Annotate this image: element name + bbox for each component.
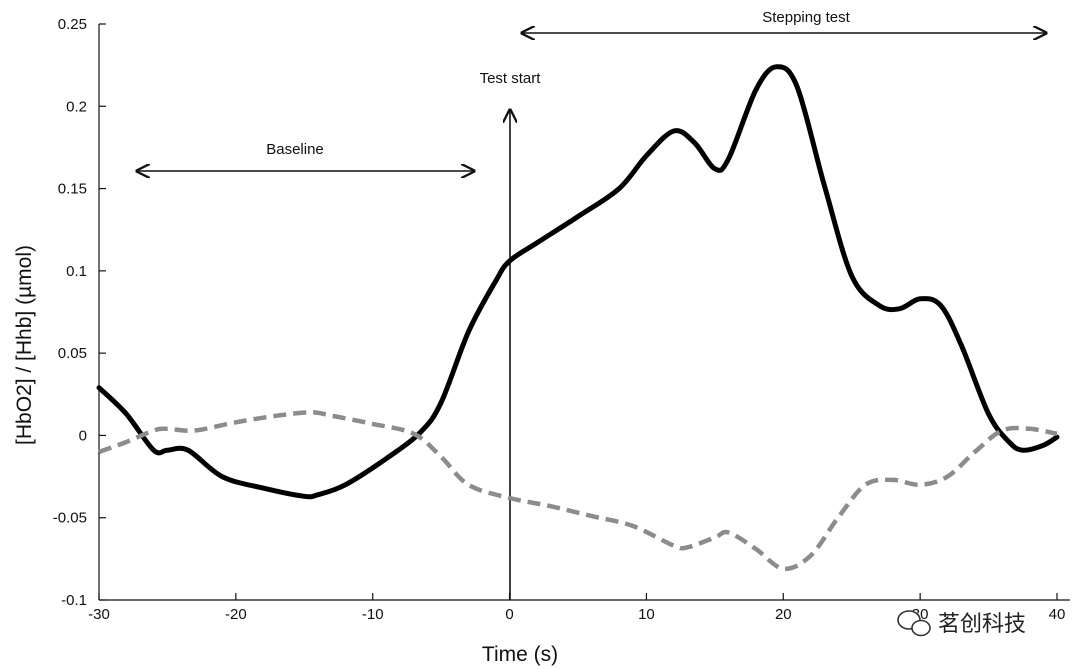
- baseline-label: Baseline: [266, 141, 324, 158]
- y-tick-label: 0.25: [58, 16, 87, 33]
- test-start-label: Test start: [480, 70, 542, 87]
- y-tick-label: 0: [79, 427, 87, 444]
- stepping-label: Stepping test: [762, 9, 850, 26]
- test-start-annotation: Test start: [480, 70, 542, 600]
- x-tick-label: 40: [1049, 606, 1066, 623]
- x-tick-label: -30: [88, 606, 110, 623]
- x-tick-label: -20: [225, 606, 247, 623]
- watermark: 茗创科技: [897, 610, 1026, 637]
- baseline-annotation: Baseline: [137, 141, 474, 171]
- x-ticks: -30 -20 -10 0 10 20 30 40: [88, 593, 1065, 623]
- hbo2-series-line: [96, 64, 1060, 500]
- hhb-series-line: [98, 410, 1058, 572]
- wechat-icon: [897, 610, 931, 637]
- y-ticks: -0.1 -0.05 0 0.05 0.1 0.15 0.2 0.25: [53, 16, 106, 609]
- x-tick-label: 0: [505, 606, 513, 623]
- x-axis-title: Time (s): [482, 643, 558, 666]
- y-tick-label: -0.1: [61, 592, 87, 609]
- y-tick-label: 0.2: [66, 98, 87, 115]
- y-tick-label: 0.05: [58, 345, 87, 362]
- y-tick-label: 0.1: [66, 263, 87, 280]
- y-axis-title: [HbO2] / [Hhb] (µmol): [13, 245, 36, 445]
- x-tick-label: 10: [638, 606, 655, 623]
- watermark-text: 茗创科技: [938, 611, 1026, 636]
- stepping-annotation: Stepping test: [522, 9, 1046, 33]
- x-tick-label: 20: [775, 606, 792, 623]
- y-tick-label: 0.15: [58, 181, 87, 198]
- series-group: [96, 64, 1060, 572]
- x-tick-label: -10: [362, 606, 384, 623]
- y-tick-label: -0.05: [53, 510, 87, 527]
